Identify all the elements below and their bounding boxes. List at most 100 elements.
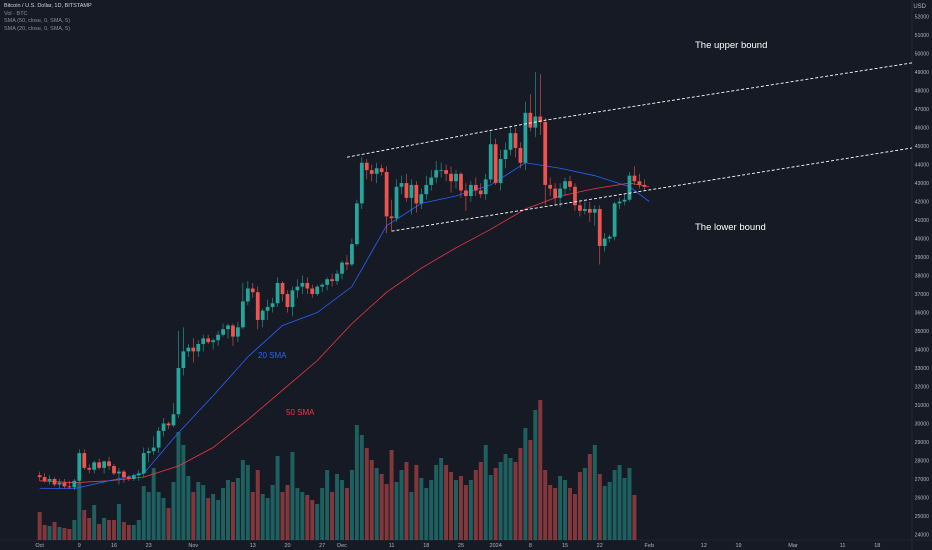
candle — [117, 467, 121, 485]
volume-bar — [538, 400, 543, 540]
sma20-legend[interactable]: SMA (20, close, 0, SMA, 5) — [4, 25, 71, 32]
volume-bar — [424, 488, 429, 540]
price-axis[interactable]: 24000 25000 26000 27000 28000 29000 30000 31000… — [915, 14, 930, 538]
time-tick-label: 9 — [78, 543, 81, 549]
time-tick-label: 15 — [562, 543, 568, 549]
candle-body — [52, 478, 57, 485]
sma50-legend[interactable]: SMA (50, close, 0, SMA, 5) — [4, 18, 71, 25]
candle — [270, 297, 275, 313]
symbol-title[interactable]: Bitcoin / U.S. Dollar, 1D, BITSTAMP — [4, 3, 92, 9]
price-tick-label: 51000 — [915, 33, 930, 39]
candle-body — [315, 286, 320, 295]
candle-body — [508, 133, 513, 150]
candle-body — [632, 175, 637, 182]
price-tick-label: 43000 — [915, 181, 930, 187]
candle — [201, 334, 206, 352]
candle-body — [587, 208, 592, 213]
volume-bar — [300, 492, 305, 540]
volume-bar — [131, 525, 136, 540]
candle — [473, 177, 478, 197]
candle — [72, 478, 77, 491]
volume-bar — [97, 524, 102, 540]
candle — [325, 277, 330, 291]
volume-bar — [592, 445, 597, 540]
price-tick-label: 48000 — [915, 88, 930, 94]
time-tick-label: 22 — [597, 543, 603, 549]
candle-body — [543, 122, 548, 185]
candle — [607, 234, 612, 243]
candle — [82, 449, 87, 470]
currency-label[interactable]: USD — [913, 4, 926, 10]
volume-bar — [245, 465, 250, 540]
volume-bar — [359, 435, 364, 540]
volume-bar — [226, 480, 230, 540]
candle-body — [578, 205, 582, 211]
volume-bar — [260, 494, 265, 540]
candle-body — [255, 292, 260, 320]
candle-body — [498, 159, 503, 184]
volume-bar — [82, 510, 87, 540]
time-tick-label: 11 — [389, 543, 395, 549]
candle-body — [191, 347, 196, 352]
volume-legend[interactable]: Vol · BTC — [4, 10, 28, 17]
candle-body — [275, 282, 280, 304]
chart-legend: Bitcoin / U.S. Dollar, 1D, BITSTAMP Vol … — [4, 3, 92, 33]
volume-bar — [444, 465, 449, 540]
candle-body — [429, 177, 434, 185]
candle — [518, 142, 523, 169]
price-tick-label: 34000 — [915, 347, 930, 353]
candle-body — [107, 461, 111, 467]
trend-lines[interactable] — [346, 62, 913, 232]
candle-body — [523, 112, 528, 163]
candle — [617, 197, 622, 209]
candle-body — [320, 284, 325, 287]
time-tick-label: 8 — [529, 543, 532, 549]
candle — [181, 327, 186, 376]
volume-bar — [379, 474, 384, 540]
candle-body — [92, 462, 97, 470]
candle — [330, 273, 334, 287]
candle — [563, 177, 567, 197]
candle-body — [330, 279, 334, 282]
candle — [97, 458, 102, 470]
volume-bar — [627, 468, 632, 540]
time-tick-label: 27 — [319, 543, 325, 549]
candle — [394, 179, 399, 222]
volume-bar — [181, 445, 186, 540]
volume-bar — [568, 488, 572, 540]
price-tick-label: 46000 — [915, 125, 930, 131]
candle — [602, 233, 607, 252]
candle-body — [290, 290, 295, 307]
candle — [131, 473, 136, 481]
volume-bar — [503, 454, 508, 540]
time-axis[interactable]: Oct 9 16 23 Nov 13 20 27 Dec 11 18 25 2024 8 15 22 Feb 12… — [35, 543, 880, 549]
candle — [429, 170, 434, 191]
candle-body — [642, 184, 647, 187]
volume-bar — [354, 425, 359, 540]
volume-bar — [404, 462, 409, 540]
candle — [454, 170, 458, 189]
volume-bar — [235, 478, 240, 540]
candle-body — [637, 181, 642, 185]
volume-bar — [369, 460, 374, 540]
candle-body — [548, 184, 553, 189]
volume-bar — [136, 520, 141, 540]
candle — [612, 201, 617, 241]
candle-body — [493, 144, 498, 184]
candle — [384, 166, 389, 234]
volume-bar — [434, 465, 439, 540]
candle — [434, 160, 439, 184]
volume-bar — [240, 460, 245, 540]
candle-body — [216, 334, 220, 341]
candle — [439, 162, 444, 178]
candle — [176, 331, 181, 418]
price-tick-label: 45000 — [915, 144, 930, 150]
candle-body — [206, 338, 211, 343]
candle — [389, 199, 394, 232]
volume-bar — [57, 527, 62, 540]
candle-body — [409, 184, 414, 198]
volume-bar — [617, 465, 622, 540]
volume-bar — [513, 462, 518, 540]
volume-bar — [543, 470, 548, 540]
